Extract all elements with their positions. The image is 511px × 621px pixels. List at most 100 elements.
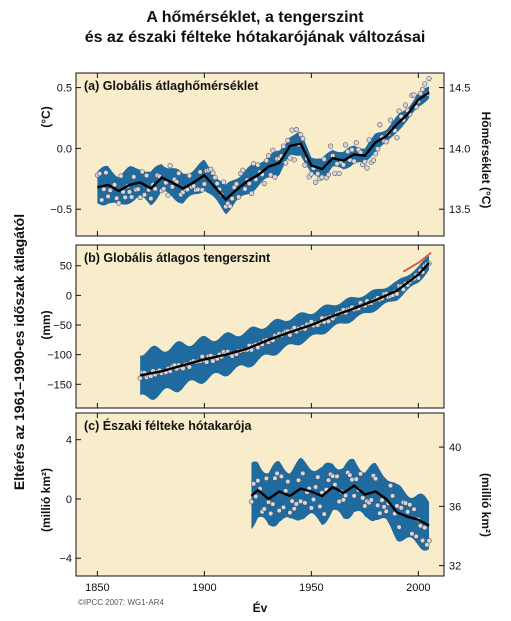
annual-data-point — [387, 483, 394, 489]
panel-c-ylabel-left: (millió km²) — [39, 468, 53, 532]
annual-data-point — [351, 493, 357, 499]
annual-data-point — [349, 476, 355, 483]
annual-data-point — [137, 194, 143, 200]
annual-data-point — [280, 143, 287, 149]
annual-data-point — [274, 470, 280, 477]
annual-data-point — [263, 158, 270, 164]
annual-data-point — [351, 158, 357, 164]
annual-data-point — [176, 170, 182, 176]
annual-data-point — [229, 196, 235, 202]
annual-data-point — [375, 146, 381, 152]
left-axis-label: Eltérés az 1961–1990-es időszak átlagátó… — [11, 214, 27, 490]
annual-data-point — [293, 127, 299, 133]
xtick-label: 1950 — [299, 582, 323, 594]
ytick-left-label: 0.5 — [57, 83, 72, 95]
annual-data-point — [334, 473, 340, 479]
annual-data-point — [197, 169, 203, 175]
annual-data-point — [396, 524, 402, 530]
uncertainty-band — [97, 86, 430, 215]
annual-data-point — [287, 510, 293, 516]
annual-data-point — [255, 478, 261, 484]
annual-data-point — [276, 508, 282, 514]
annual-data-point — [137, 375, 143, 381]
figure-title-line2: és az északi félteke hótakarójának válto… — [85, 29, 426, 46]
annual-data-point — [289, 498, 295, 504]
uncertainty-band — [251, 457, 430, 551]
annual-data-point — [334, 161, 340, 167]
ytick-right-label: 13.5 — [449, 204, 470, 216]
annual-data-point — [272, 475, 278, 481]
annual-data-point — [394, 135, 400, 141]
annual-data-point — [298, 132, 304, 138]
annual-data-point — [347, 472, 353, 478]
annual-data-point — [116, 200, 122, 206]
annual-data-point — [396, 108, 402, 114]
annual-data-point — [398, 505, 404, 511]
ytick-left-label: 0 — [66, 290, 72, 302]
annual-data-point — [330, 473, 336, 479]
annual-data-point — [411, 92, 417, 98]
annual-data-point — [362, 503, 368, 509]
annual-data-point — [319, 174, 325, 180]
annual-data-point — [118, 173, 124, 179]
annual-data-point — [289, 127, 295, 133]
annual-data-point — [383, 139, 389, 145]
annual-data-point — [272, 174, 278, 180]
annual-data-point — [383, 508, 389, 515]
annual-data-point — [99, 197, 105, 203]
xtick-label: 1900 — [192, 582, 216, 594]
annual-data-point — [353, 140, 359, 146]
annual-data-point — [302, 162, 308, 168]
smoothed-decadal-line — [250, 484, 430, 527]
credit-text: ©IPCC 2007: WG1-AR4 — [78, 598, 164, 607]
annual-data-point — [321, 156, 327, 162]
annual-data-point — [268, 510, 274, 517]
annual-data-point — [362, 159, 368, 165]
ytick-right-label: 32 — [449, 561, 461, 573]
annual-data-point — [291, 157, 297, 163]
annual-data-point — [261, 506, 267, 512]
ytick-right-label: 14.0 — [449, 143, 470, 155]
annual-data-point — [148, 195, 154, 202]
annual-data-point — [253, 493, 259, 500]
annual-data-point — [285, 479, 291, 485]
panel-b-ylabel-left: (mm) — [39, 310, 53, 339]
annual-data-point — [131, 174, 137, 180]
annual-data-point — [377, 510, 383, 516]
annual-data-point — [420, 537, 426, 544]
annual-data-point — [413, 533, 419, 540]
annual-data-point — [300, 470, 306, 476]
annual-data-point — [295, 477, 302, 483]
annual-data-point — [310, 496, 317, 503]
annual-data-point — [270, 147, 276, 153]
panel-c-ylabel-right: (millió km²) — [479, 473, 493, 537]
annual-data-point — [394, 503, 400, 509]
annual-data-point — [317, 503, 323, 510]
annual-data-point — [283, 160, 289, 166]
annual-data-point — [424, 542, 430, 548]
panel-title: (c) Északi félteke hótakarója — [84, 418, 252, 433]
annual-data-point — [381, 504, 387, 510]
panel-a-ylabel-right: Hőmérséklet (°C) — [479, 112, 493, 209]
annual-data-point — [152, 186, 158, 192]
annual-data-point — [422, 81, 428, 87]
annual-data-point — [379, 497, 385, 503]
annual-data-point — [248, 190, 255, 196]
annual-data-point — [210, 170, 216, 176]
uncertainty-band — [140, 255, 430, 400]
annual-data-point — [372, 151, 379, 157]
ytick-left-label: 0 — [66, 494, 72, 506]
annual-data-point — [278, 473, 284, 479]
annual-data-point — [169, 184, 175, 190]
annual-data-point — [227, 203, 233, 209]
xtick-label: 2000 — [406, 582, 430, 594]
annual-data-point — [263, 475, 270, 481]
annual-data-point — [366, 137, 372, 143]
annual-data-point — [336, 170, 342, 177]
annual-data-point — [405, 509, 411, 515]
annual-data-point — [308, 171, 314, 177]
smoothed-decadal-line — [139, 261, 430, 377]
ytick-right-label: 14.5 — [449, 83, 470, 95]
annual-data-point — [422, 525, 428, 531]
